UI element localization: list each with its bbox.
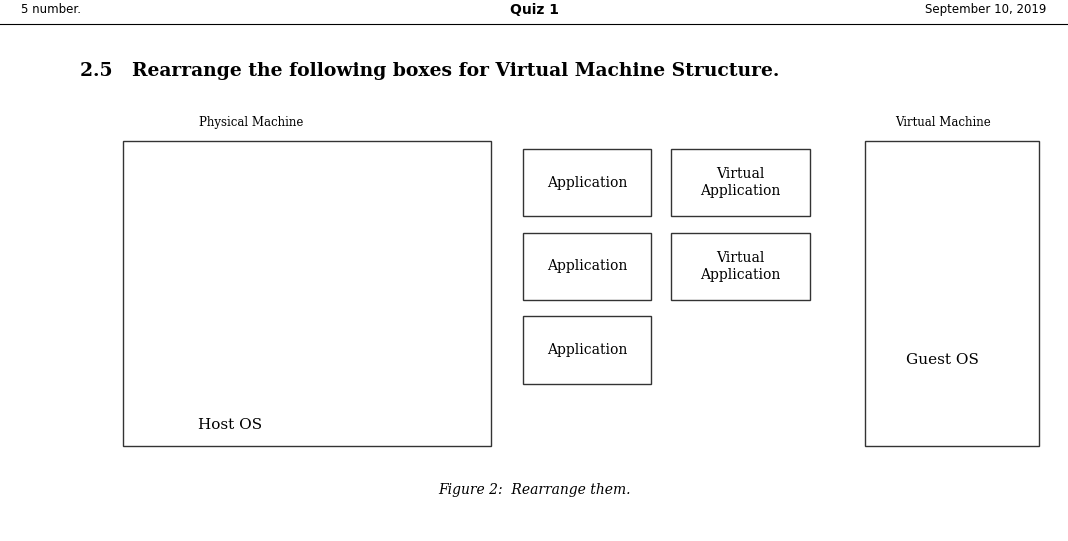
FancyBboxPatch shape <box>523 149 651 216</box>
FancyBboxPatch shape <box>865 141 1039 446</box>
Text: Application: Application <box>547 344 628 357</box>
FancyBboxPatch shape <box>123 141 491 446</box>
Text: Quiz 1: Quiz 1 <box>509 3 559 17</box>
FancyBboxPatch shape <box>523 233 651 300</box>
Text: Application: Application <box>547 260 628 273</box>
Text: 5 number.: 5 number. <box>21 3 81 16</box>
Text: Figure 2:  Rearrange them.: Figure 2: Rearrange them. <box>438 483 630 497</box>
Text: Host OS: Host OS <box>198 418 262 432</box>
FancyBboxPatch shape <box>523 316 651 384</box>
Text: Virtual
Application: Virtual Application <box>700 168 781 197</box>
Text: 2.5   Rearrange the following boxes for Virtual Machine Structure.: 2.5 Rearrange the following boxes for Vi… <box>80 62 780 80</box>
Text: Virtual Machine: Virtual Machine <box>895 116 991 129</box>
Text: Application: Application <box>547 176 628 189</box>
Text: September 10, 2019: September 10, 2019 <box>925 3 1047 16</box>
Text: Physical Machine: Physical Machine <box>199 116 303 129</box>
Text: Virtual
Application: Virtual Application <box>700 252 781 281</box>
Text: Guest OS: Guest OS <box>906 353 978 367</box>
FancyBboxPatch shape <box>671 149 810 216</box>
FancyBboxPatch shape <box>671 233 810 300</box>
